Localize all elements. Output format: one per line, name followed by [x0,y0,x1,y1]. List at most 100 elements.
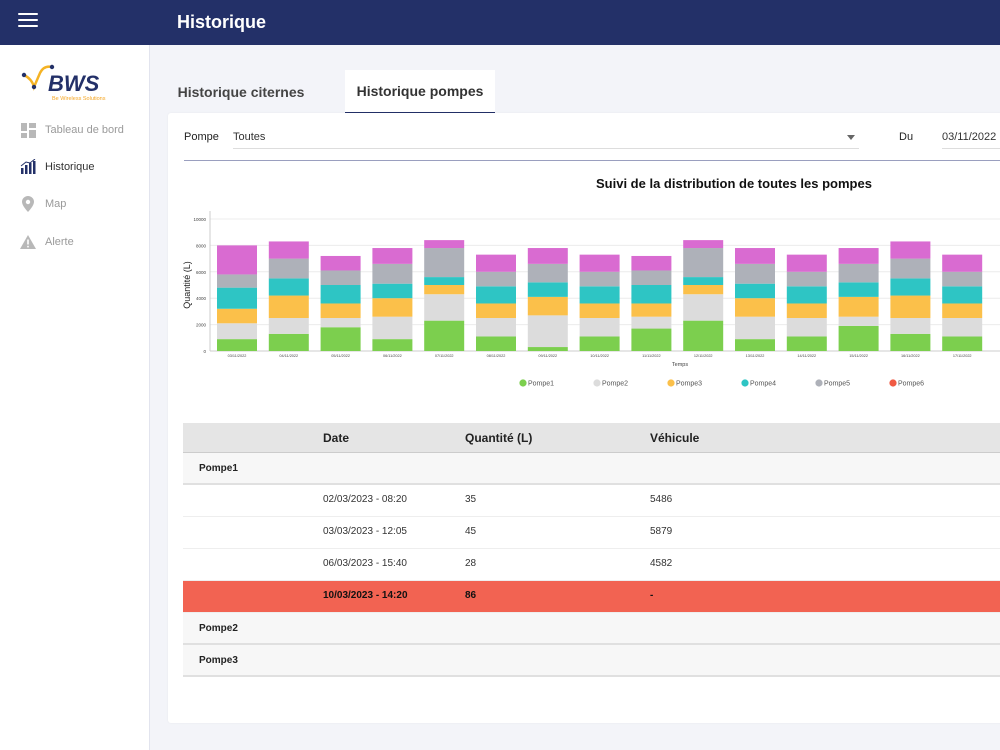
x-tick-label: 09/11/2022 [538,354,557,358]
table-row[interactable]: 02/03/2023 - 08:20 35 5486 [183,485,1000,517]
bar-segment-pompe2 [372,316,413,340]
y-tick-label: 0 [203,349,206,354]
bar-segment-pompe2 [579,318,620,337]
bar-segment-pompe2 [476,318,516,337]
logo-text: BWS [48,71,100,96]
bar-segment-pompe4 [476,286,516,304]
table-row-alert[interactable]: 10/03/2023 - 14:20 86 - [183,581,1000,613]
x-axis-label: Temps [672,362,688,368]
date-from-label: Du [899,131,914,143]
pump-select[interactable]: Toutes [233,125,859,149]
bar-segment-pompe6 [527,248,568,264]
table-row[interactable]: 03/03/2023 - 12:05 45 5879 [183,517,1000,549]
sidebar-item-label: Tableau de bord [45,124,124,136]
bar-segment-pompe1 [786,336,827,351]
bar-segment-pompe4 [372,283,413,299]
x-tick-label: 15/11/2022 [849,354,868,358]
bar-segment-pompe2 [217,323,257,340]
date-from-input[interactable] [942,125,1000,149]
bar-segment-pompe6 [838,248,879,264]
y-tick-label: 4000 [196,296,207,301]
sidebar-item-alerte[interactable]: Alerte [0,227,150,257]
bar-segment-pompe3 [320,303,361,318]
bar-segment-pompe1 [372,339,413,351]
cell-vehicle: 4582 [650,558,673,569]
legend-label: Pompe6 [898,381,924,388]
header-date[interactable]: Date [323,431,350,445]
dashboard-icon [20,122,36,138]
bar-segment-pompe5 [372,263,413,284]
bar-segment-pompe2 [890,318,931,334]
group-row-pompe2[interactable]: Pompe2 [183,613,1000,645]
bar-segment-pompe2 [424,294,465,321]
bws-logo: BWS Be Wireless Solutions [21,64,106,102]
bar-segment-pompe5 [942,271,983,287]
menu-icon[interactable] [18,13,38,31]
cell-quantity: 28 [465,558,477,569]
x-tick-label: 16/11/2022 [901,354,920,358]
group-label: Pompe2 [199,623,238,634]
legend-label: Pompe2 [602,381,628,388]
bar-segment-pompe1 [631,328,672,351]
bar-segment-pompe1 [527,347,568,351]
bar-segment-pompe4 [838,282,879,297]
page-title: Historique [177,12,267,32]
bar-chart-icon [20,159,36,175]
pump-filter-label: Pompe [184,131,219,143]
app-bar: Historique [0,0,1000,45]
bar-segment-pompe6 [942,254,983,272]
header-quantity[interactable]: Quantité (L) [465,431,533,445]
bar-segment-pompe1 [890,333,931,351]
bar-segment-pompe6 [579,254,620,272]
sidebar-item-tableau-de-bord[interactable]: Tableau de bord [0,115,150,145]
bar-segment-pompe1 [683,320,724,351]
group-row-pompe3[interactable]: Pompe3 [183,645,1000,677]
legend-marker [741,379,749,387]
bar-segment-pompe1 [942,336,983,351]
bar-segment-pompe3 [631,303,672,317]
x-tick-label: 04/11/2022 [279,354,298,358]
bar-segment-pompe1 [735,339,775,351]
legend-marker [519,379,527,387]
bar-segment-pompe6 [786,254,827,272]
tab-historique-citernes[interactable]: Historique citernes [177,84,305,100]
bar-segment-pompe1 [320,327,361,351]
group-label: Pompe1 [199,463,238,474]
history-table: Date Quantité (L) Véhicule Pompe1 02/03/… [183,423,1000,677]
bar-segment-pompe5 [683,248,724,278]
sidebar-item-label: Alerte [45,236,74,248]
sidebar-item-map[interactable]: Map [0,189,150,219]
cell-date: 02/03/2023 - 08:20 [323,494,407,505]
bar-segment-pompe5 [838,263,879,283]
x-tick-label: 12/11/2022 [694,354,713,358]
bar-segment-pompe1 [268,333,309,351]
bar-segment-pompe6 [424,240,465,249]
bar-segment-pompe4 [786,286,827,304]
bar-segment-pompe4 [217,287,257,309]
bar-segment-pompe2 [838,316,879,326]
bar-segment-pompe2 [683,294,724,321]
x-tick-label: 05/11/2022 [331,354,350,358]
bar-segment-pompe6 [476,254,516,272]
x-tick-label: 11/11/2022 [642,354,660,358]
cell-vehicle: - [650,590,654,601]
bar-segment-pompe3 [838,296,879,317]
cell-date: 03/03/2023 - 12:05 [323,526,407,537]
bar-segment-pompe6 [735,248,775,264]
sidebar-item-historique[interactable]: Historique [0,152,150,182]
bar-segment-pompe4 [268,278,309,296]
tab-historique-pompes[interactable]: Historique pompes [345,70,495,114]
bar-segment-pompe4 [320,285,361,304]
bar-segment-pompe1 [424,320,465,351]
table-row[interactable]: 06/03/2023 - 15:40 28 4582 [183,549,1000,581]
bar-segment-pompe6 [320,255,361,271]
sidebar-item-label: Map [45,198,67,210]
bar-segment-pompe5 [579,271,620,287]
group-row-pompe1[interactable]: Pompe1 [183,453,1000,485]
legend-label: Pompe4 [750,381,776,388]
x-tick-label: 14/11/2022 [797,354,816,358]
y-tick-label: 8000 [196,243,207,248]
header-vehicle[interactable]: Véhicule [650,431,700,445]
bar-segment-pompe5 [527,263,568,283]
bar-segment-pompe3 [942,303,983,318]
